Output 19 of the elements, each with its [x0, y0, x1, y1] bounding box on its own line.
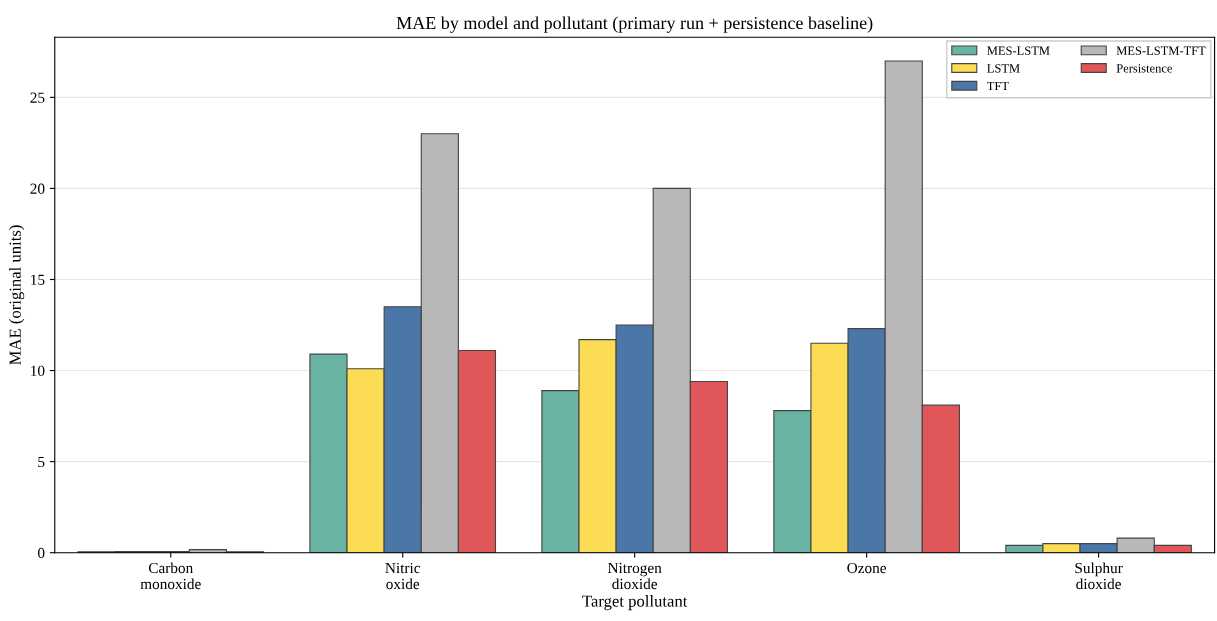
y-tick-label: 15	[31, 274, 45, 285]
legend-label: MES-LSTM-TFT	[1116, 46, 1206, 55]
y-axis-title: MAE (original units)	[9, 225, 25, 365]
chart-title: MAE by model and pollutant (primary run + persistence baseline)	[396, 16, 873, 33]
y-tick-label: 10	[31, 365, 45, 377]
y-tick-label: 0	[37, 547, 45, 559]
x-tick-label: Ozone	[847, 562, 887, 574]
y-tick-label: 20	[30, 183, 45, 194]
x-tick-label: Nitric oxide	[385, 562, 421, 590]
x-tick-label: Nitrogen dioxide	[607, 562, 662, 590]
x-tick-label: Carbon monoxide	[140, 562, 201, 590]
y-tick-label: 5	[38, 456, 45, 468]
legend-label: MES-LSTM	[987, 46, 1050, 55]
x-axis-title: Target pollutant	[582, 595, 688, 611]
legend-label: LSTM	[987, 64, 1020, 73]
x-tick-label: Sulphur dioxide	[1075, 562, 1123, 590]
y-tick-label: 25	[30, 92, 45, 103]
legend-label: Persistence	[1116, 64, 1173, 73]
legend-label: TFT	[987, 81, 1009, 91]
